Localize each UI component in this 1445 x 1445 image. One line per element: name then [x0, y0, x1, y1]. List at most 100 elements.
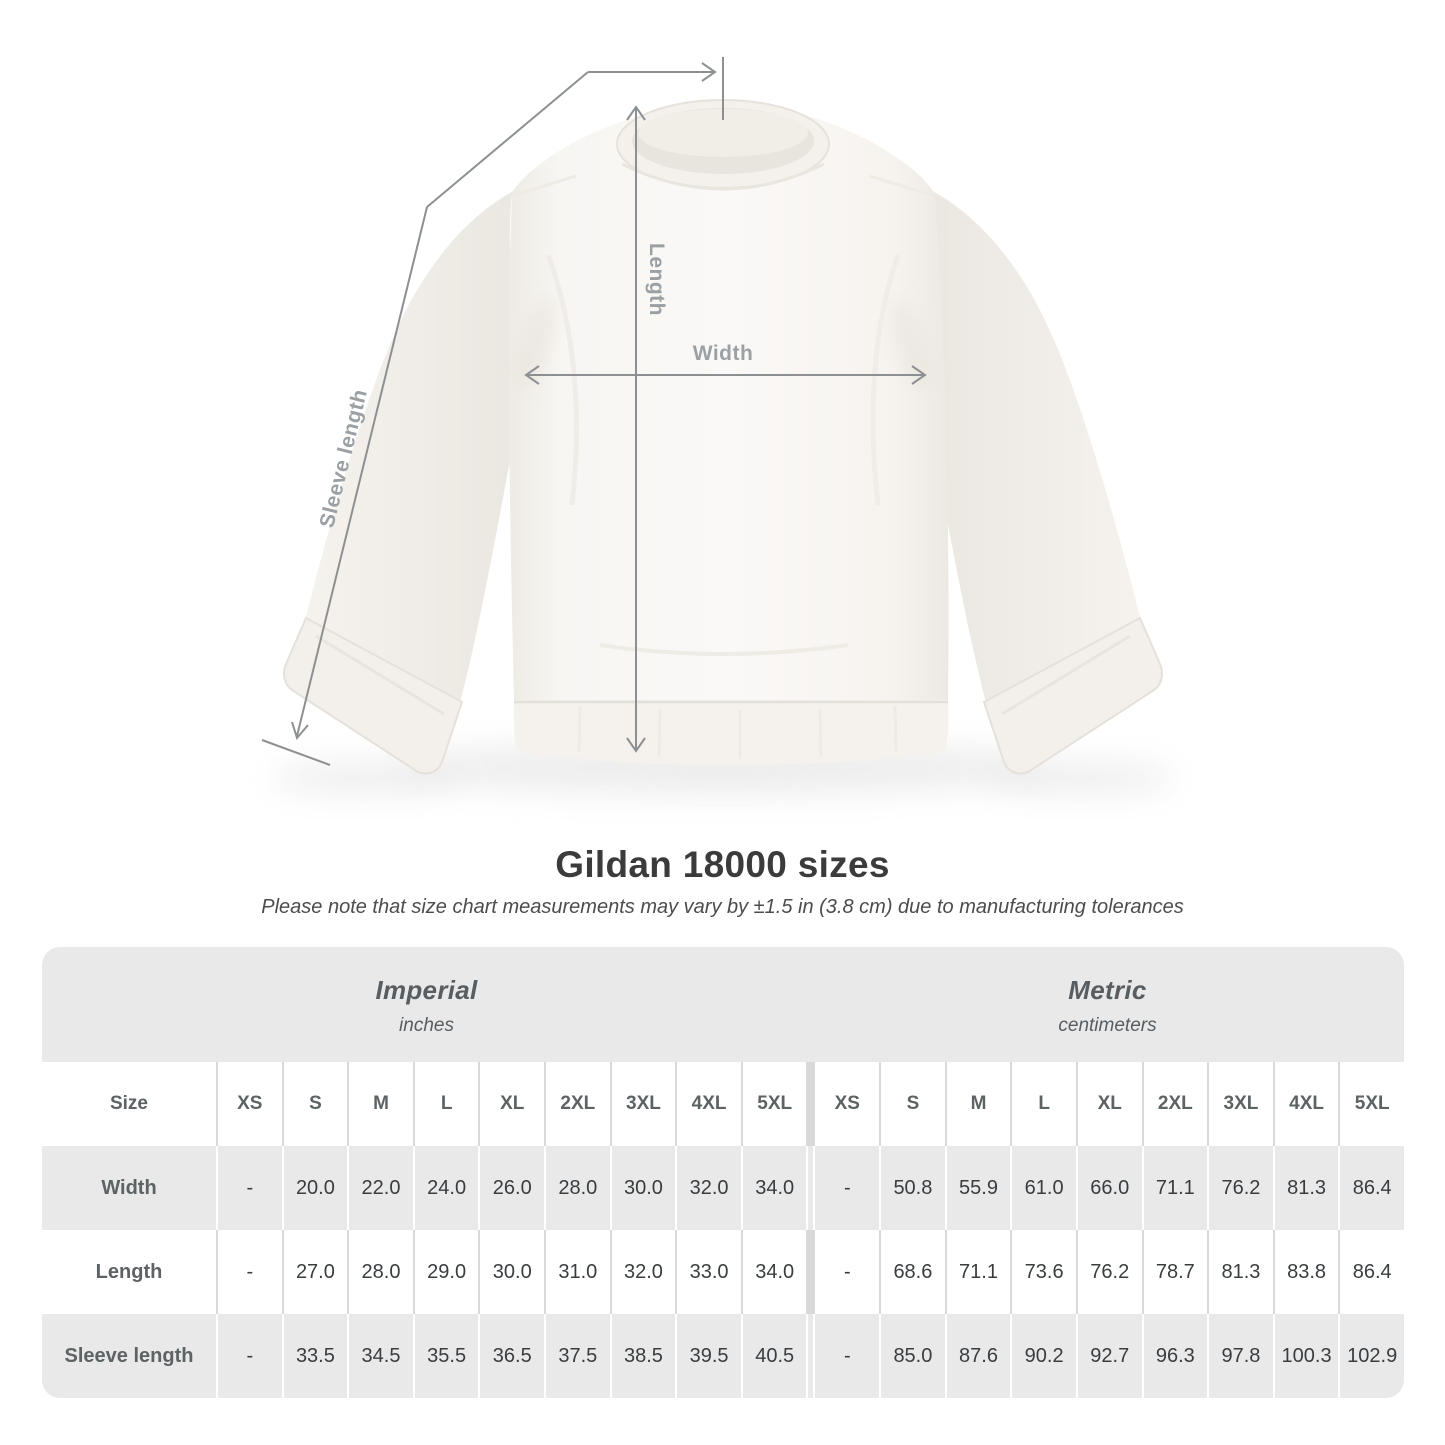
value-cell: -	[815, 1146, 880, 1230]
value-cell: 31.0	[546, 1230, 610, 1314]
value-cell: 85.0	[881, 1314, 945, 1398]
row-sleeve-length: Sleeve length -33.5 34.5 35.5 36.5 37.5 38.5 39…	[42, 1314, 1404, 1398]
value-cell: 22.0	[349, 1146, 413, 1230]
wrinkle	[545, 254, 580, 506]
value-cell: L	[414, 1062, 479, 1146]
torso	[508, 112, 949, 700]
value-cell: -	[815, 1314, 880, 1398]
value-cell: 81.3	[1209, 1230, 1273, 1314]
value-cell: 78.7	[1143, 1230, 1208, 1314]
unit-divider	[808, 1062, 813, 1146]
value-cell: 76.2	[1077, 1230, 1142, 1314]
value-cell: -	[218, 1146, 282, 1230]
unit-divider	[808, 1230, 813, 1314]
value-cell: 97.8	[1209, 1314, 1273, 1398]
value-cell: -	[218, 1314, 282, 1398]
value-cell: 34.0	[742, 1230, 807, 1314]
value-cell: 36.5	[480, 1314, 545, 1398]
value-cell: 81.3	[1274, 1146, 1339, 1230]
value-cell: 34.5	[349, 1314, 413, 1398]
imperial-label: Imperial	[375, 974, 478, 1005]
wrinkle	[870, 254, 901, 506]
value-cell: 102.9	[1340, 1314, 1404, 1398]
length-label: Length	[645, 243, 668, 316]
value-cell: 35.5	[414, 1314, 479, 1398]
hem-band	[513, 700, 949, 766]
value-cell: 27.0	[283, 1230, 348, 1314]
hem-ribs	[577, 705, 898, 759]
metric-unit: centimeters	[1058, 1014, 1157, 1036]
metric-label: Metric	[1068, 974, 1147, 1005]
row-width: Width -20.0 22.0 24.0 26.0 28.0 30.0 32.0 34.0-5…	[42, 1146, 1404, 1230]
value-cell: 87.6	[946, 1314, 1011, 1398]
row-label-cell: Length	[42, 1230, 216, 1314]
row-label-cell: Size	[42, 1062, 216, 1146]
collar-seam	[621, 162, 825, 191]
right-cuff-rib	[1001, 634, 1131, 716]
size-header-row: Size XS S M L XL 2XL 3XL 4XL 5XL XS S M L XL 2XL 3XL 4XL 5…	[42, 1062, 1404, 1146]
right-sleeve	[922, 192, 1148, 749]
length-arrow: Length	[626, 105, 668, 753]
value-cell: 86.4	[1340, 1146, 1404, 1230]
right-cuff	[982, 616, 1163, 775]
value-cell: 37.5	[546, 1314, 610, 1398]
value-cell: 20.0	[283, 1146, 348, 1230]
value-cell: 5XL	[1340, 1062, 1404, 1146]
value-cell: 61.0	[1012, 1146, 1076, 1230]
shading	[514, 299, 556, 391]
wrinkle	[599, 643, 849, 656]
left-cuff-rib	[315, 634, 445, 716]
value-cell: 3XL	[611, 1062, 676, 1146]
left-sleeve	[298, 192, 524, 749]
value-cell: 30.0	[480, 1230, 545, 1314]
value-cell: 73.6	[1012, 1230, 1076, 1314]
sweatshirt-image: Sleeve length Length Width	[261, 57, 1175, 794]
left-cuff	[283, 616, 464, 775]
value-cell: XS	[218, 1062, 282, 1146]
imperial-unit: inches	[399, 1014, 454, 1036]
tolerance-note: Please note that size chart measurements…	[261, 896, 1184, 918]
value-cell: 33.0	[677, 1230, 741, 1314]
value-cell: XS	[815, 1062, 880, 1146]
value-cell: 66.0	[1077, 1146, 1142, 1230]
page-title: Gildan 18000 sizes	[555, 844, 890, 885]
value-cell: 68.6	[881, 1230, 945, 1314]
value-cell: S	[283, 1062, 348, 1146]
unit-divider	[808, 1314, 814, 1398]
value-cell: 40.5	[742, 1314, 807, 1398]
value-cell: 90.2	[1012, 1314, 1076, 1398]
value-cell: 29.0	[414, 1230, 479, 1314]
value-cell: XL	[480, 1062, 545, 1146]
value-cell: -	[218, 1230, 282, 1314]
value-cell: 86.4	[1340, 1230, 1404, 1314]
value-cell: 83.8	[1274, 1230, 1339, 1314]
value-cell: XL	[1077, 1062, 1142, 1146]
value-cell: 32.0	[611, 1230, 676, 1314]
value-cell: S	[881, 1062, 945, 1146]
value-cell: 34.0	[742, 1146, 807, 1230]
value-cell: 96.3	[1143, 1314, 1208, 1398]
value-cell: -	[815, 1230, 880, 1314]
value-cell: 71.1	[946, 1230, 1011, 1314]
value-cell: M	[349, 1062, 413, 1146]
row-label-cell: Sleeve length	[42, 1314, 216, 1398]
width-label: Width	[693, 342, 754, 365]
collar-inner-back	[638, 109, 808, 157]
imperial-group-header: Imperial inches	[42, 947, 811, 1062]
value-cell: 100.3	[1274, 1314, 1339, 1398]
value-cell: 24.0	[414, 1146, 479, 1230]
value-cell: 28.0	[546, 1146, 610, 1230]
metric-group-header: Metric centimeters	[811, 947, 1404, 1062]
value-cell: 4XL	[677, 1062, 741, 1146]
width-arrow: Width	[524, 342, 927, 385]
value-cell: 4XL	[1274, 1062, 1339, 1146]
unit-divider	[808, 1146, 814, 1230]
shading	[890, 299, 932, 391]
value-cell: 5XL	[742, 1062, 807, 1146]
value-cell: 38.5	[611, 1314, 676, 1398]
row-label-cell: Width	[42, 1146, 216, 1230]
unit-group-band: Imperial inches Metric centimeters	[42, 947, 1404, 1062]
value-cell: 39.5	[677, 1314, 741, 1398]
value-cell: 26.0	[480, 1146, 545, 1230]
